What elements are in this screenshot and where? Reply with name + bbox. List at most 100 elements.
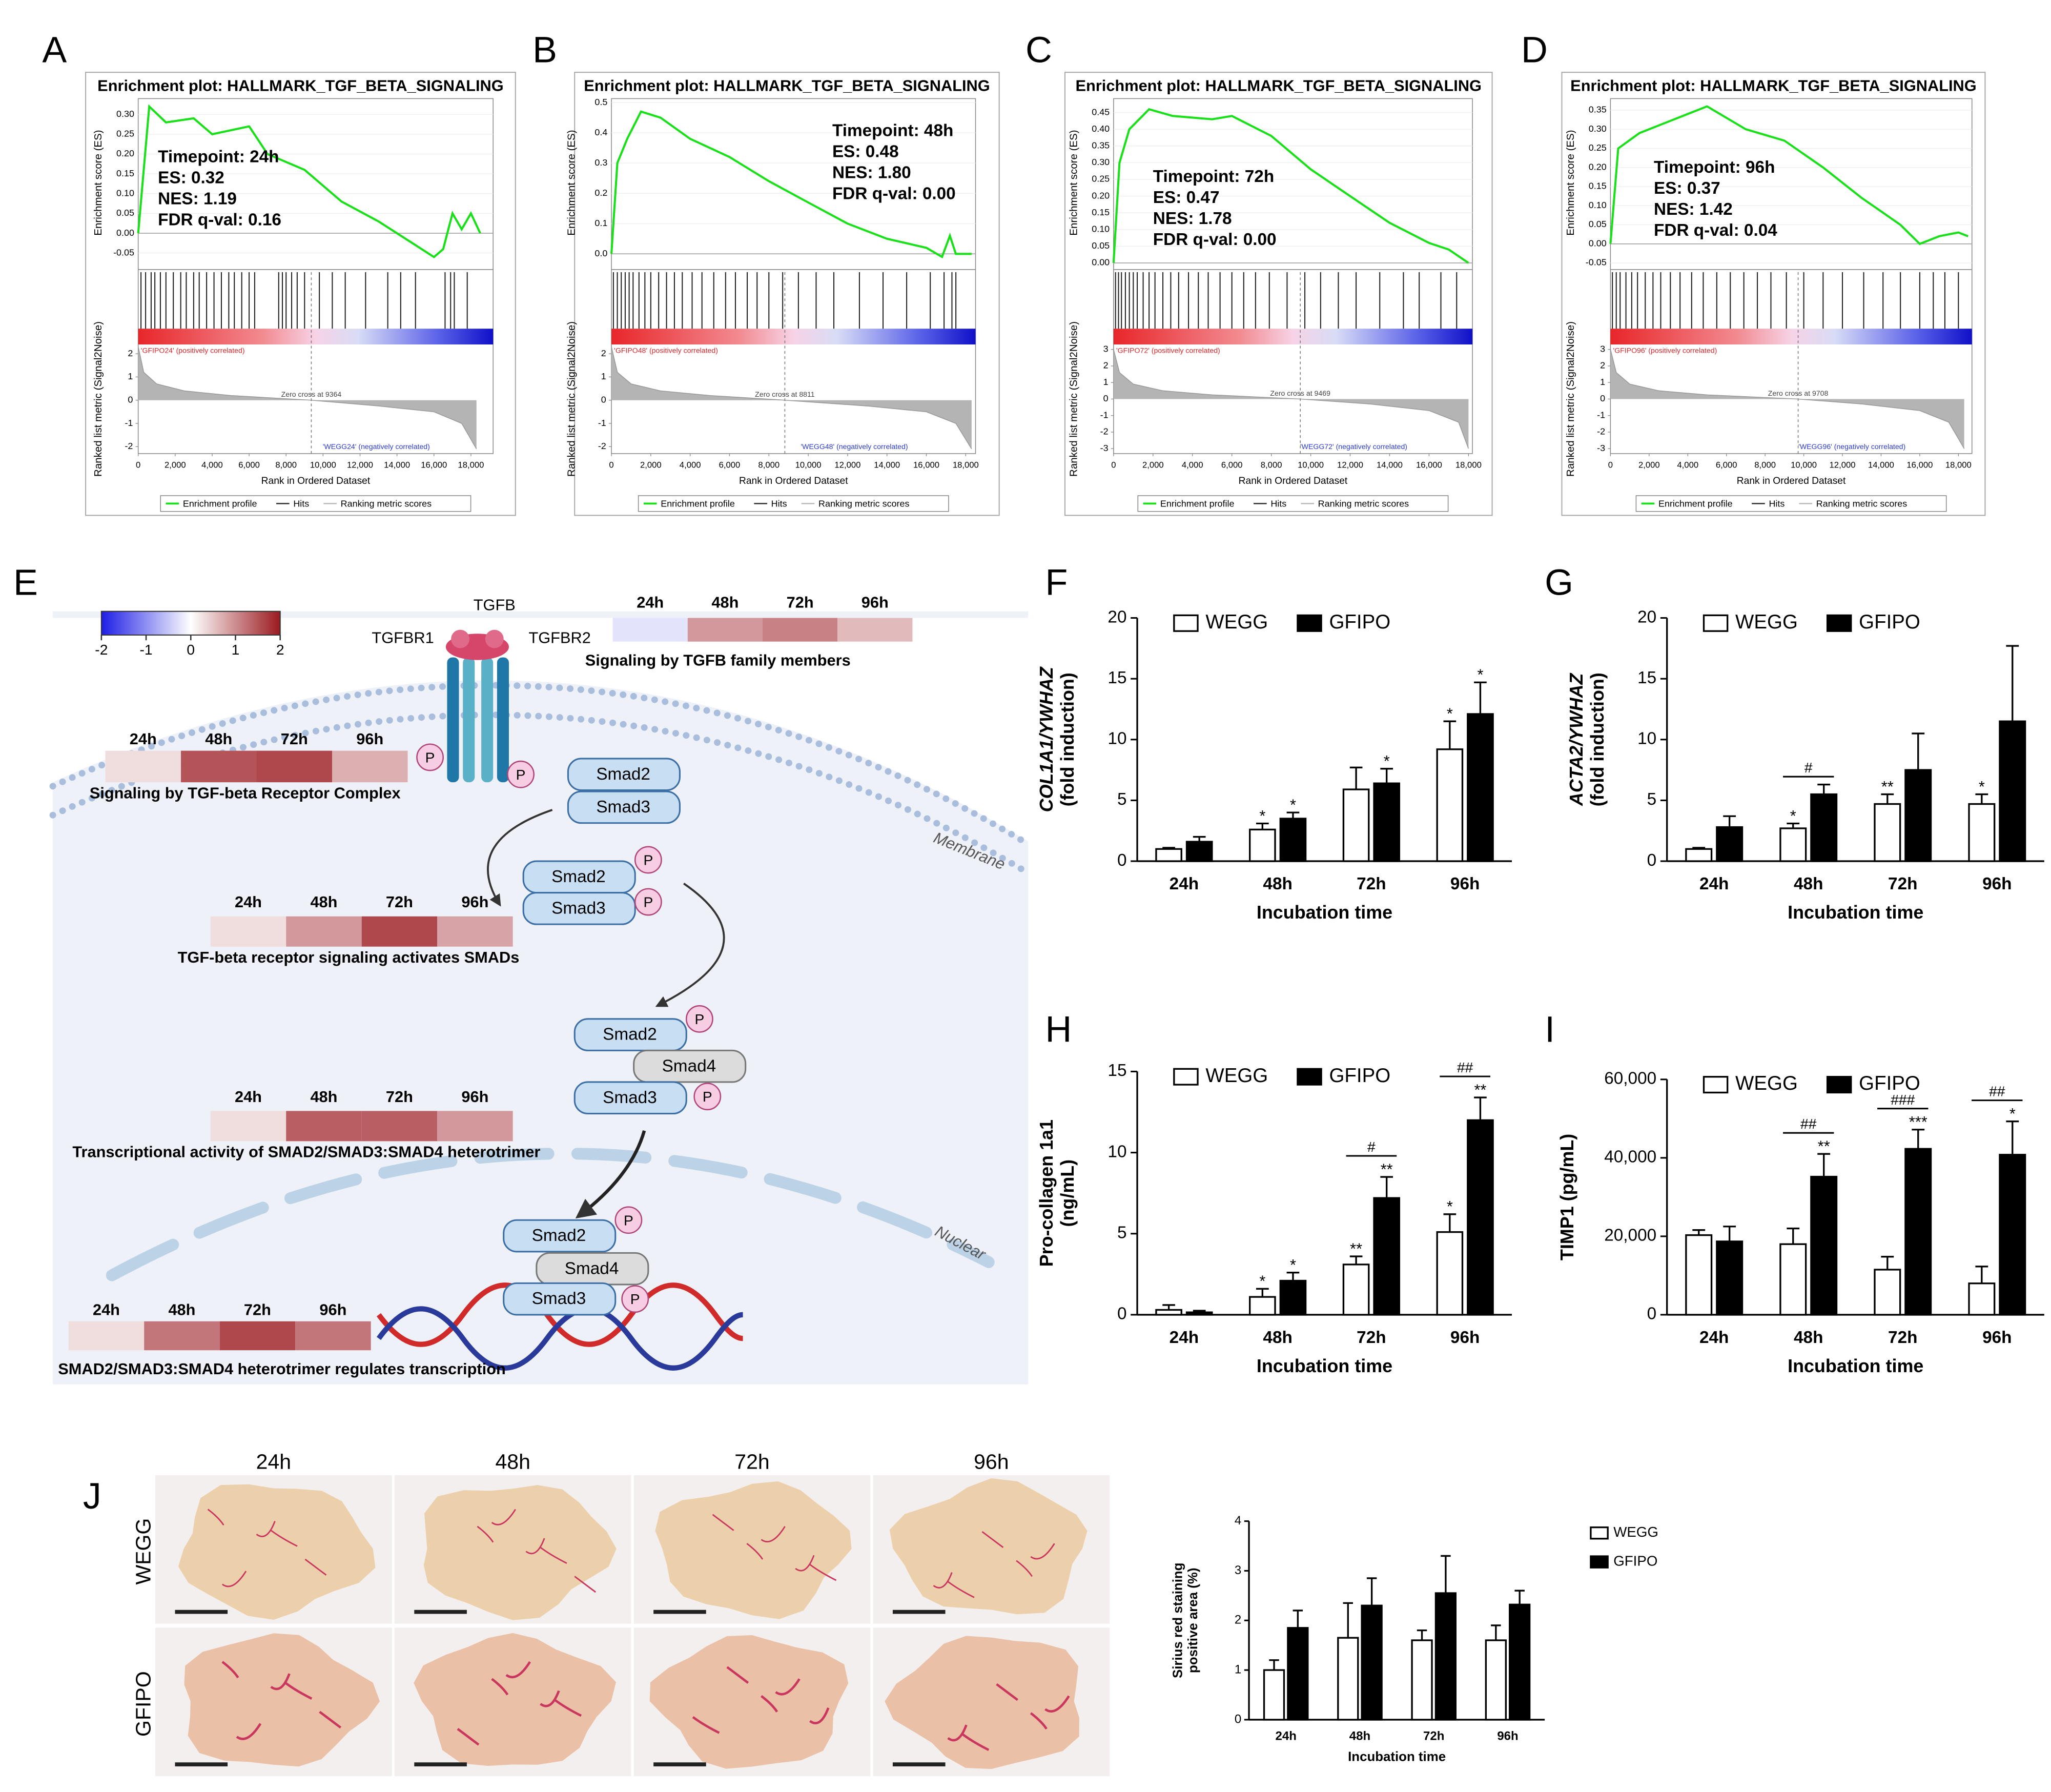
x-tick-label: 12,000 bbox=[1830, 460, 1856, 470]
annotation: NES: 1.80 bbox=[832, 163, 911, 182]
x-tick-label: 24h bbox=[1170, 874, 1199, 893]
x-tick-label: 24h bbox=[1275, 1729, 1296, 1743]
bar bbox=[1185, 841, 1213, 862]
positive-label: 'GFIPO48' (positively correlated) bbox=[614, 347, 718, 355]
heatmap-column-label: 72h bbox=[386, 1088, 413, 1106]
x-tick-label: 12,000 bbox=[347, 460, 373, 470]
annotation: NES: 1.78 bbox=[1153, 209, 1232, 228]
x-tick-label: 16,000 bbox=[1906, 460, 1933, 470]
heatmap-cell bbox=[286, 1111, 362, 1142]
legend-label: Hits bbox=[293, 498, 309, 508]
legend-swatch bbox=[1590, 1555, 1609, 1569]
significance-label: * bbox=[1477, 666, 1483, 684]
colorbar-label: -2 bbox=[95, 641, 108, 658]
zero-cross-label: Zero cross at 9364 bbox=[281, 390, 342, 398]
phospho bbox=[614, 1206, 643, 1234]
legend-swatch bbox=[1590, 1526, 1609, 1540]
significance-label: * bbox=[1290, 796, 1296, 813]
bracket-label: ## bbox=[1457, 1059, 1473, 1075]
y-tick-label: 0.45 bbox=[1092, 107, 1110, 117]
colorbar-label: -1 bbox=[140, 641, 153, 658]
bar bbox=[1685, 848, 1713, 862]
rank-color-strip bbox=[611, 329, 976, 345]
y-tick-label: 0.00 bbox=[1589, 238, 1607, 248]
enrichment-profile bbox=[1609, 105, 1969, 246]
heatmap-name: SMAD2/SMAD3:SMAD4 heterotrimer regulates… bbox=[58, 1360, 506, 1378]
x-tick-label: 18,000 bbox=[458, 460, 484, 470]
y-tick-label: 0.3 bbox=[594, 157, 607, 168]
legend-label: Hits bbox=[1270, 498, 1286, 508]
heatmap-cell bbox=[144, 1321, 220, 1351]
legend-label: Hits bbox=[1769, 498, 1785, 508]
y-axis-label: positive area (%) bbox=[1186, 1568, 1200, 1673]
heatmap-column-label: 72h bbox=[244, 1300, 271, 1318]
y-tick-label: -3 bbox=[1597, 443, 1605, 453]
metric-line bbox=[1113, 349, 1469, 449]
y-tick-label: -1 bbox=[1100, 410, 1109, 420]
heatmap-cell bbox=[295, 1321, 371, 1351]
collagen-strand bbox=[809, 1564, 837, 1581]
collagen-strand bbox=[540, 1690, 560, 1707]
metric-line bbox=[1610, 349, 1965, 449]
heatmap-column-label: 24h bbox=[93, 1300, 120, 1318]
y-tick-label: 0.1 bbox=[594, 218, 607, 228]
legend-swatch bbox=[1826, 614, 1852, 632]
x-tick-label: 24h bbox=[1699, 874, 1729, 893]
tissue bbox=[184, 1633, 380, 1767]
panel-letter: B bbox=[532, 30, 557, 71]
protein bbox=[503, 1219, 617, 1253]
y-tick-label: 0.30 bbox=[116, 109, 134, 119]
heatmap-cell bbox=[256, 750, 332, 783]
annotation: Timepoint: 72h bbox=[1153, 167, 1274, 186]
bar bbox=[1361, 1604, 1383, 1721]
x-axis-label: Rank in Ordered Dataset bbox=[1737, 476, 1846, 486]
x-tick-label: 48h bbox=[1263, 874, 1292, 893]
y-axis-label: Ranked list metric (Signal2Noise) bbox=[1565, 321, 1576, 477]
rank-color-strip bbox=[1610, 329, 1972, 345]
bar bbox=[1287, 1627, 1309, 1721]
y-axis-label: TIMP1 (pg/mL) bbox=[1557, 1134, 1577, 1260]
metric-fill bbox=[611, 347, 972, 449]
collagen-strand bbox=[996, 1683, 1018, 1701]
y-tick-label: 0.25 bbox=[116, 129, 134, 139]
legend-label: Hits bbox=[771, 498, 787, 508]
arrow bbox=[487, 809, 553, 907]
legend-label: Enrichment profile bbox=[661, 498, 735, 508]
bar bbox=[1509, 1603, 1531, 1721]
bar bbox=[1685, 1234, 1713, 1316]
collagen-strand bbox=[1030, 1712, 1048, 1730]
collagen-strand bbox=[947, 1724, 968, 1742]
heatmap-cell bbox=[286, 916, 362, 947]
heatmap-cell bbox=[219, 1321, 296, 1351]
bar bbox=[1810, 1175, 1838, 1316]
x-tick-label: 4,000 bbox=[680, 460, 701, 470]
phospho bbox=[416, 743, 444, 771]
collagen-strand bbox=[284, 1682, 313, 1700]
collagen-strand bbox=[692, 1716, 720, 1734]
panel-letter: D bbox=[1521, 30, 1548, 71]
x-tick-label: 6,000 bbox=[1716, 460, 1737, 470]
y-tick-label: 0.4 bbox=[594, 127, 607, 137]
protein bbox=[633, 1049, 747, 1083]
legend-label: Enrichment profile bbox=[183, 498, 257, 508]
significance-label: ** bbox=[1474, 1081, 1486, 1098]
bar bbox=[1249, 1296, 1276, 1316]
y-tick-label: 2 bbox=[601, 348, 606, 358]
y-tick-label: 15 bbox=[1107, 668, 1126, 687]
bar bbox=[1874, 1269, 1901, 1316]
significance-label: * bbox=[1447, 1197, 1453, 1215]
collagen-strand bbox=[270, 1673, 291, 1691]
y-tick-label: 0.20 bbox=[1589, 161, 1607, 172]
x-tick-label: 96h bbox=[1450, 1328, 1480, 1347]
y-tick-label: -1 bbox=[1597, 410, 1605, 420]
y-tick-label: 0.20 bbox=[1092, 190, 1110, 200]
bracket-label: # bbox=[1367, 1138, 1376, 1155]
y-tick-label: -0.05 bbox=[113, 247, 134, 257]
legend-swatch bbox=[1297, 614, 1322, 632]
collagen-strand bbox=[270, 1530, 298, 1547]
y-axis-label: Pro-collagen 1a1 bbox=[1036, 1119, 1057, 1267]
negative-label: 'WEGG24' (negatively correlated) bbox=[323, 442, 430, 451]
phospho-label: P bbox=[516, 766, 526, 783]
y-tick-label: 1 bbox=[1600, 377, 1605, 387]
collagen-strand bbox=[981, 1531, 1004, 1549]
